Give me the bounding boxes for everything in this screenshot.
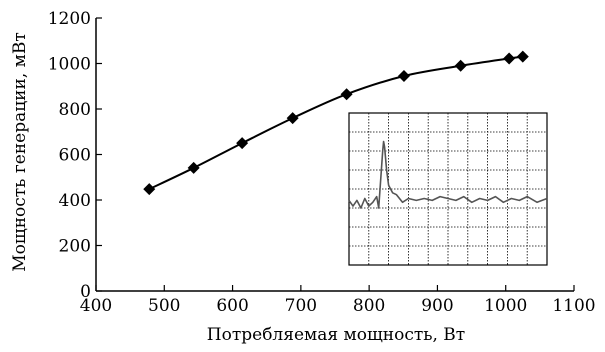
- inset-series-line: [348, 140, 548, 209]
- y-tick-label: 1200: [48, 9, 91, 29]
- data-point: [516, 50, 529, 63]
- data-point: [503, 52, 516, 65]
- x-tick-label: 800: [353, 296, 385, 316]
- x-tick-label: 1100: [552, 296, 595, 316]
- data-point: [143, 183, 156, 196]
- x-tick-label: 900: [421, 296, 453, 316]
- x-tick-label: 700: [285, 296, 317, 316]
- x-tick-label: 500: [148, 296, 180, 316]
- y-tick-label: 0: [80, 282, 91, 302]
- data-point: [187, 161, 200, 174]
- series: [143, 50, 529, 196]
- y-tick-label: 800: [59, 100, 91, 120]
- y-tick-label: 1000: [48, 55, 91, 75]
- x-tick-label: 400: [80, 296, 112, 316]
- y-tick-label: 200: [59, 237, 91, 257]
- y-tick-label: 600: [59, 146, 91, 166]
- y-axis-label: Мощность генерации, мВт: [10, 32, 30, 272]
- data-point: [286, 112, 299, 125]
- axes: [95, 17, 575, 292]
- x-tick-label: 600: [216, 296, 248, 316]
- data-point: [454, 59, 467, 72]
- data-point: [236, 137, 249, 150]
- x-axis-label: Потребляемая мощность, Вт: [207, 325, 465, 345]
- y-tick-label: 400: [59, 191, 91, 211]
- x-tick-label: 1000: [484, 296, 527, 316]
- data-point: [340, 88, 353, 101]
- tick-labels: 400 500 600 700 800 900 1000 1100 0 200 400 600 800 1…: [48, 9, 596, 316]
- data-point: [397, 70, 410, 83]
- inset-chart: [348, 112, 548, 266]
